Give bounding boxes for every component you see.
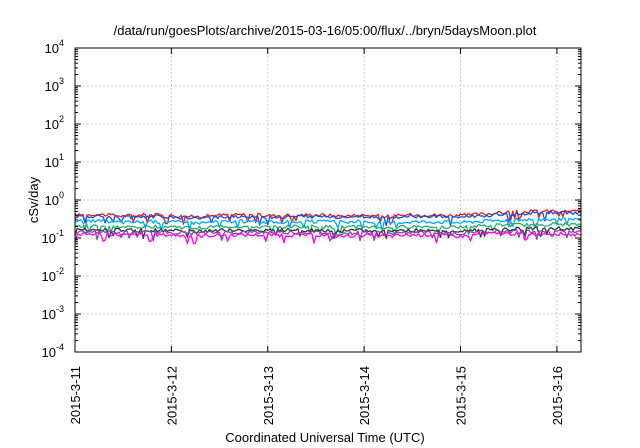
x-tick-label: 2015-3-13 — [261, 366, 276, 425]
y-tick-label: 101 — [45, 152, 64, 170]
x-tick-label: 2015-3-16 — [550, 366, 565, 425]
y-tick-label: 100 — [45, 190, 64, 208]
x-axis-label: Coordinated Universal Time (UTC) — [225, 430, 424, 445]
x-axis: 2015-3-11 2015-3-12 2015-3-13 2015-3-14 2015… — [68, 48, 565, 425]
series-line-7 — [74, 231, 582, 245]
y-tick-label: 10-2 — [42, 266, 64, 284]
y-tick-label: 103 — [45, 76, 64, 94]
x-tick-label: 2015-3-12 — [164, 366, 179, 425]
series-line-6 — [74, 229, 582, 242]
x-tick-label: 2015-3-15 — [454, 366, 469, 425]
y-axis: 10-4 10-3 10-2 10-1 100 101 102 103 104 — [42, 38, 581, 360]
y-axis-label: cSv/day — [26, 176, 41, 223]
y-tick-label: 10-1 — [42, 228, 64, 246]
chart-title: /data/run/goesPlots/archive/2015-03-16/0… — [114, 23, 537, 38]
y-tick-label: 10-3 — [42, 304, 64, 322]
x-tick-label: 2015-3-14 — [357, 366, 372, 425]
y-tick-label: 102 — [45, 114, 64, 132]
y-tick-label: 10-4 — [42, 342, 64, 360]
series-group — [74, 208, 582, 245]
series-line-3 — [74, 217, 582, 232]
grid — [75, 48, 581, 352]
x-tick-label: 2015-3-11 — [68, 366, 83, 424]
series-line-2 — [74, 210, 582, 227]
y-tick-label: 104 — [45, 38, 64, 56]
series-line-4 — [74, 222, 582, 236]
